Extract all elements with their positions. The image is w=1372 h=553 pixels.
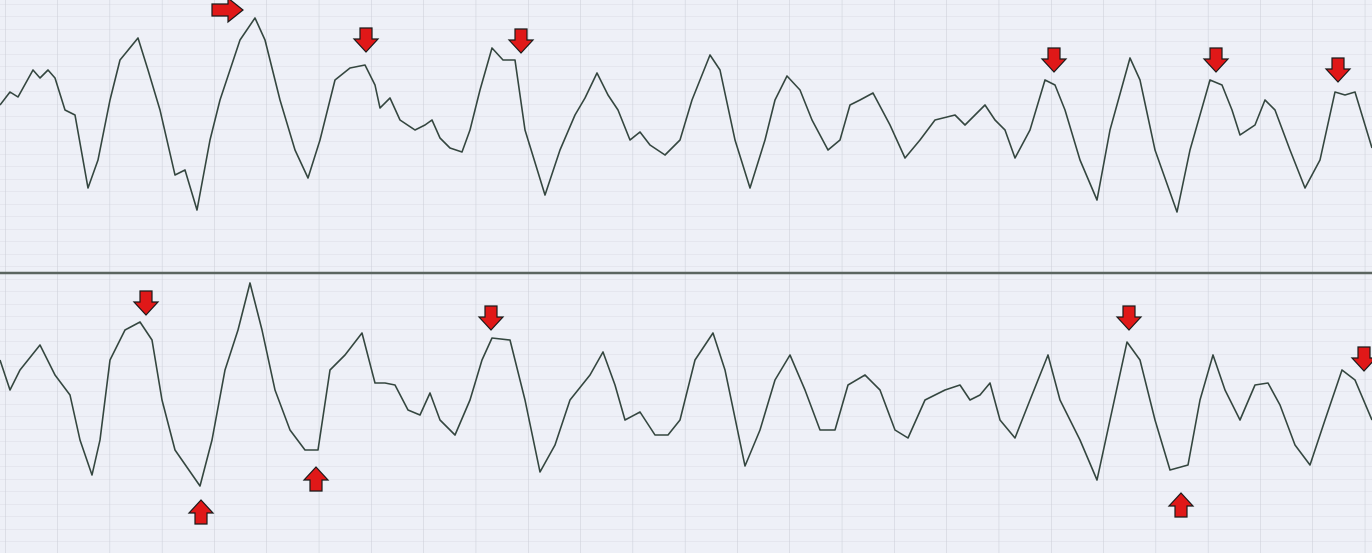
marker-arrows [133,0,1372,525]
bottom-trace [0,282,1372,487]
top-trace [0,17,1372,213]
right-arrow [211,0,244,24]
